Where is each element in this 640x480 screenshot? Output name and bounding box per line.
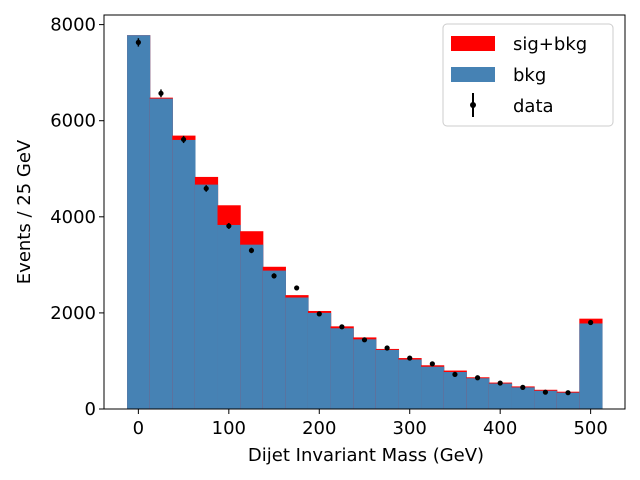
bkg-bar <box>172 139 196 410</box>
data-point <box>180 136 187 143</box>
data-point <box>158 90 164 96</box>
bkg-bar <box>149 98 173 409</box>
bkg-bar <box>443 372 467 409</box>
data-point <box>226 223 232 229</box>
x-tick-label: 100 <box>212 418 246 439</box>
x-axis-label: Dijet Invariant Mass (GeV) <box>248 445 484 466</box>
bkg-bar <box>398 359 422 409</box>
bkg-bar <box>534 390 558 409</box>
bkg-bar <box>511 387 535 409</box>
data-point <box>203 185 209 192</box>
bkg-bar <box>194 184 219 409</box>
data-point <box>135 39 141 45</box>
x-axis: 0 100 200 300 400 500 <box>133 409 608 439</box>
data-point <box>520 384 526 390</box>
y-tick-label: 0 <box>85 399 96 420</box>
legend-label-data: data <box>513 96 554 117</box>
y-axis-label: Events / 25 GeV <box>14 139 35 284</box>
bkg-bar <box>285 297 309 409</box>
x-tick-label: 500 <box>573 418 607 439</box>
data-point <box>384 345 390 351</box>
x-tick-label: 200 <box>302 418 336 439</box>
data-point <box>271 273 277 279</box>
x-tick-label: 400 <box>483 418 517 439</box>
legend-label-sig-bkg: sig+bkg <box>513 34 587 55</box>
bkg-bar <box>488 383 513 409</box>
bkg-bar <box>240 244 264 409</box>
data-point <box>248 247 255 254</box>
x-tick-label: 0 <box>133 418 144 439</box>
data-point <box>429 361 435 367</box>
legend-swatch-sig-bkg <box>451 36 495 51</box>
bkg-bar <box>353 339 377 409</box>
data-point <box>339 324 345 330</box>
data-point <box>542 389 549 395</box>
y-axis: 0 2000 4000 6000 8000 <box>50 15 104 420</box>
bkg-bar <box>307 312 332 409</box>
data-point <box>452 371 458 378</box>
bkg-bar <box>579 323 603 409</box>
bkg-bar <box>466 378 490 409</box>
plot-area <box>127 35 603 410</box>
legend-swatch-bkg <box>451 67 495 82</box>
data-point <box>316 311 322 317</box>
y-tick-label: 2000 <box>50 303 96 324</box>
bkg-bar <box>217 224 241 409</box>
data-point <box>407 355 413 361</box>
y-tick-label: 8000 <box>50 15 96 36</box>
data-point <box>565 390 571 396</box>
y-tick-label: 6000 <box>50 111 96 132</box>
axes-frame <box>103 14 626 410</box>
bkg-bar <box>127 35 151 410</box>
legend: sig+bkg bkg data <box>442 23 614 127</box>
data-point <box>497 380 503 386</box>
bkg-bar <box>330 328 354 409</box>
data-point <box>588 319 594 326</box>
legend-marker-data-point <box>470 102 476 108</box>
data-point <box>361 337 368 343</box>
bkg-bar <box>262 270 286 409</box>
legend-label-bkg: bkg <box>513 65 546 86</box>
data-point <box>474 375 481 381</box>
x-tick-label: 300 <box>393 418 427 439</box>
bkg-bar <box>375 349 400 409</box>
data-point <box>294 285 300 291</box>
bkg-bar <box>421 366 445 409</box>
bkg-bar <box>556 392 580 409</box>
y-tick-label: 4000 <box>50 207 96 228</box>
